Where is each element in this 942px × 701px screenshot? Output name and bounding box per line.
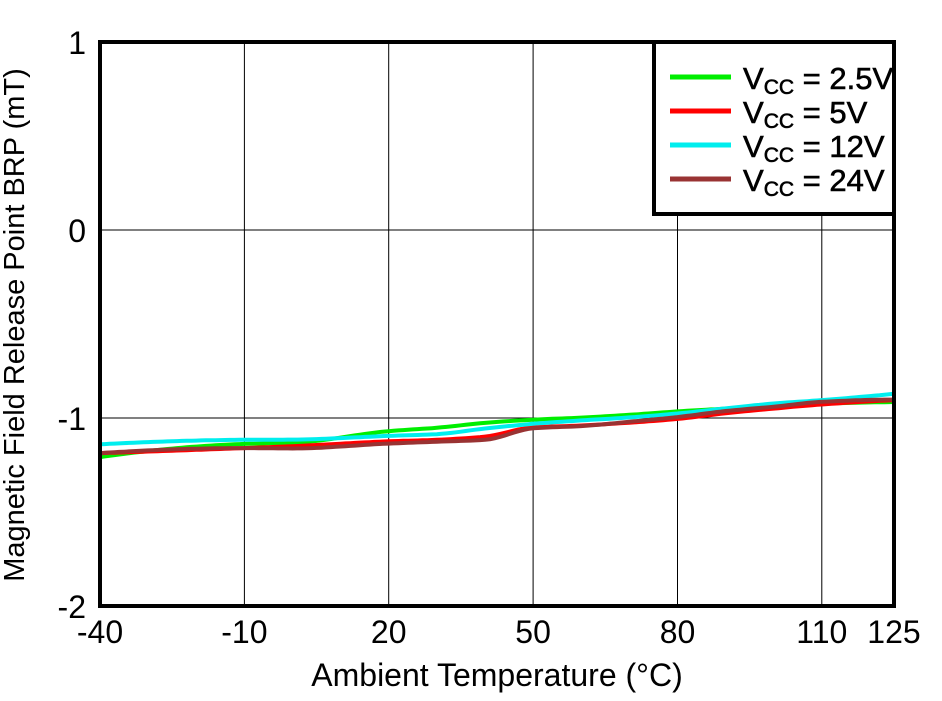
svg-text:80: 80 [660,614,696,650]
svg-text:-1: -1 [58,401,86,437]
svg-text:20: 20 [371,614,407,650]
svg-text:-10: -10 [221,614,267,650]
svg-text:125: 125 [867,614,920,650]
svg-text:-2: -2 [58,589,86,625]
svg-text:VCC = 5V: VCC = 5V [743,95,868,133]
svg-text:1: 1 [68,25,86,61]
svg-text:0: 0 [68,213,86,249]
svg-text:Magnetic Field Release Point B: Magnetic Field Release Point BRP (mT) [0,68,31,582]
svg-text:Ambient Temperature (°C): Ambient Temperature (°C) [311,657,682,693]
svg-text:110: 110 [796,614,847,650]
svg-text:50: 50 [515,614,551,650]
